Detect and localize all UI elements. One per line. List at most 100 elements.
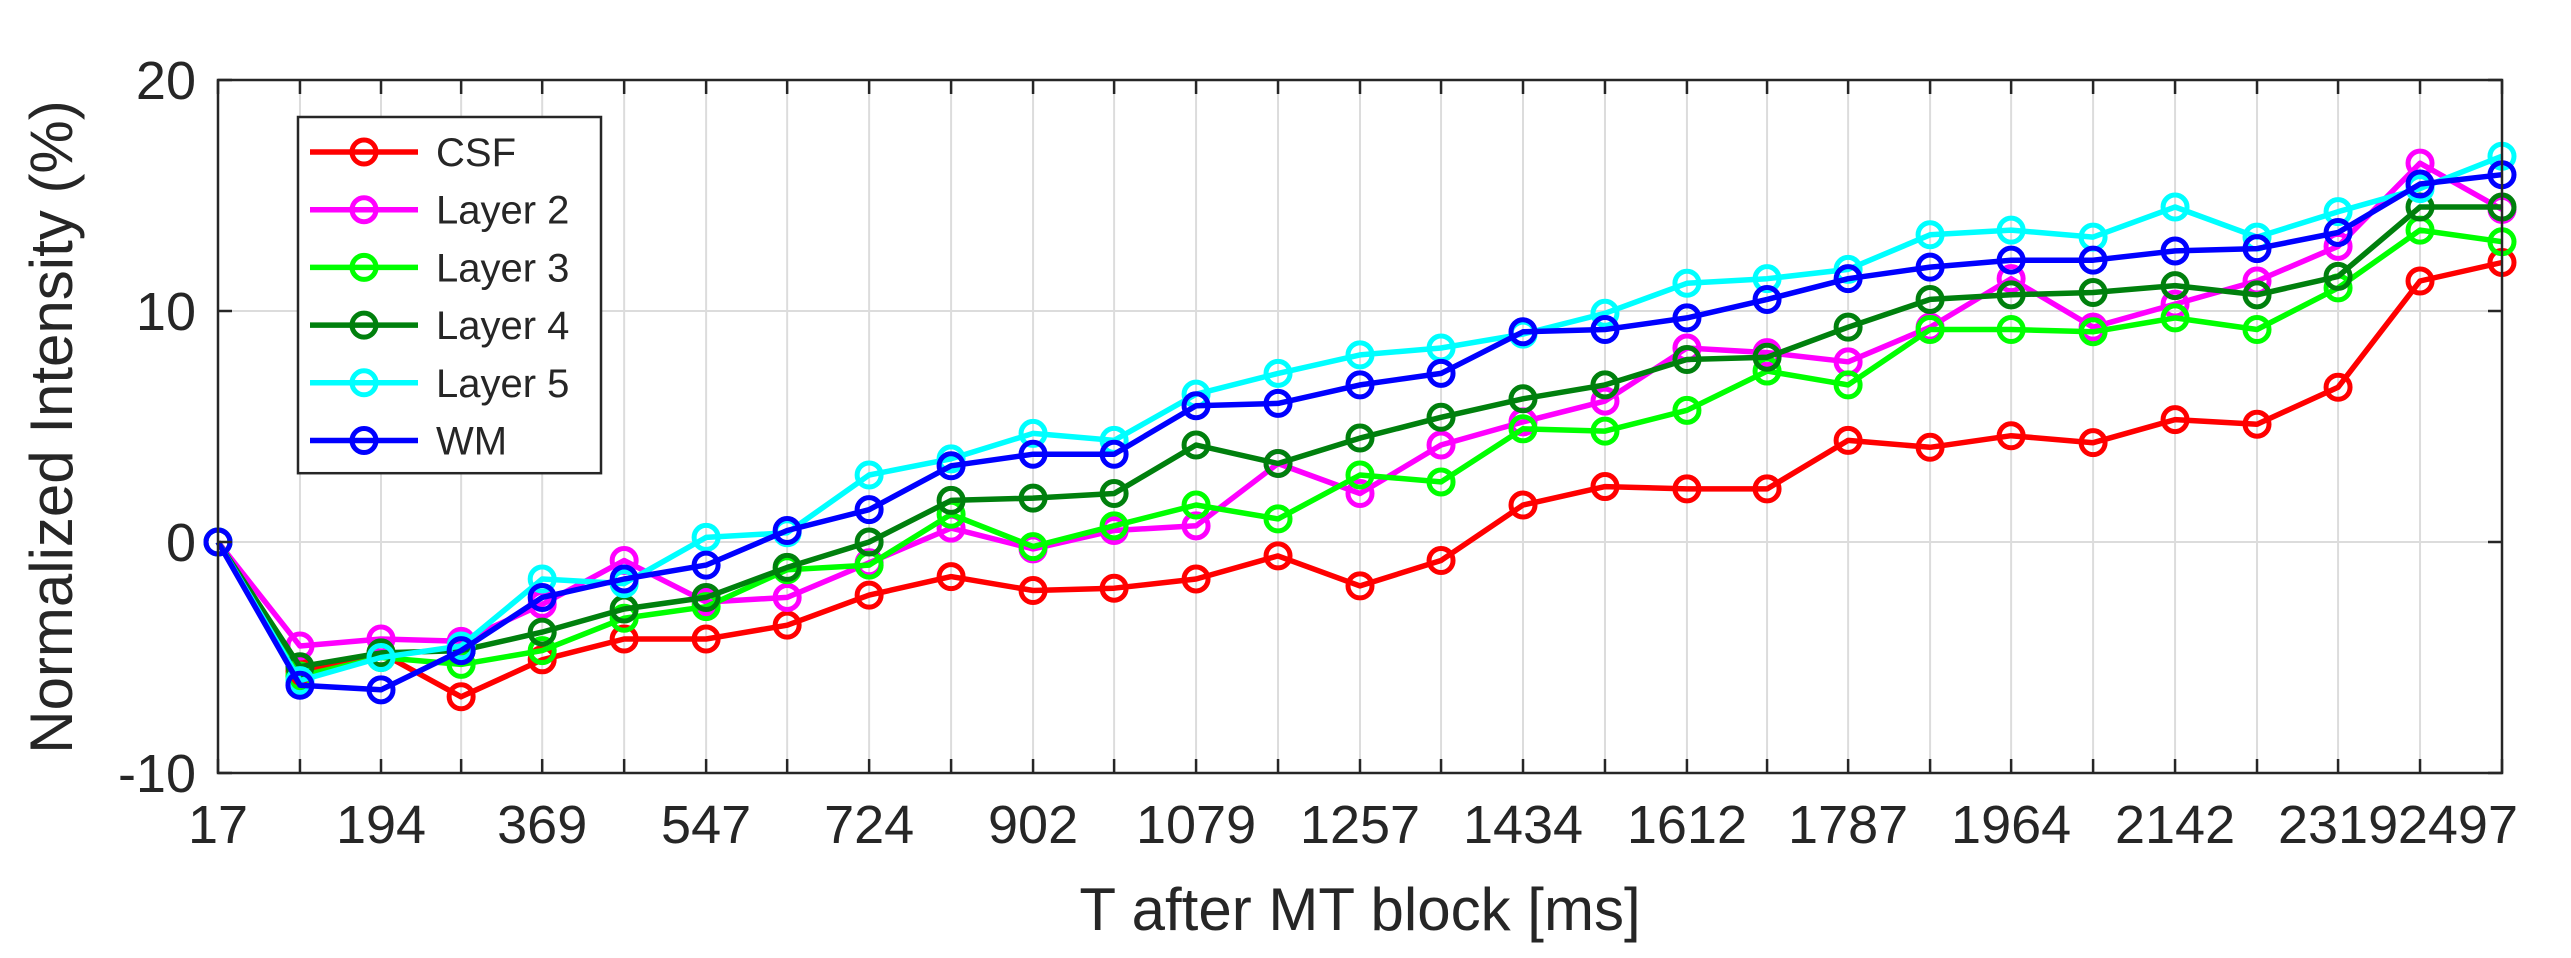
legend-label: Layer 2 [436, 189, 569, 233]
data-point [1426, 430, 1456, 460]
x-tick-label: 2142 [2115, 795, 2235, 855]
data-point [1181, 430, 1211, 460]
x-tick-label: 547 [661, 795, 751, 855]
data-point [1018, 418, 1048, 448]
data-point [527, 564, 557, 594]
data-point [1018, 439, 1048, 469]
data-point [1263, 358, 1293, 388]
data-point [1426, 467, 1456, 497]
data-point [2078, 428, 2108, 458]
data-point [1915, 432, 1945, 462]
data-point [1345, 370, 1375, 400]
data-point [691, 522, 721, 552]
data-point [1345, 478, 1375, 508]
x-tick-label: 1434 [1463, 795, 1583, 855]
legend-swatch-marker [349, 252, 379, 282]
x-tick-label: 2497 [2398, 795, 2518, 855]
series-layer-4 [203, 192, 2517, 682]
data-point [1672, 345, 1702, 375]
data-point [854, 460, 884, 490]
data-point [1508, 414, 1538, 444]
data-point [446, 682, 476, 712]
data-point [1590, 298, 1620, 328]
data-point [772, 515, 802, 545]
legend-swatch-marker [349, 195, 379, 225]
legend-label: Layer 4 [436, 304, 569, 348]
grid-lines [218, 80, 2502, 773]
series-line [215, 204, 2502, 670]
data-point [1263, 448, 1293, 478]
x-axis-label: T after MT block [ms] [1079, 876, 1640, 943]
data-point [936, 562, 966, 592]
series-line [215, 160, 2504, 649]
data-point [1752, 284, 1782, 314]
x-tick-label: 369 [497, 795, 587, 855]
data-point [1099, 478, 1129, 508]
data-point [1915, 314, 1945, 344]
x-tick-label: 724 [824, 795, 914, 855]
data-point [1099, 439, 1129, 469]
data-point [1263, 388, 1293, 418]
data-point [1672, 268, 1702, 298]
data-point [2242, 409, 2272, 439]
data-point [1672, 303, 1702, 333]
data-point [1996, 215, 2026, 245]
y-tick-label: 10 [136, 282, 196, 342]
legend-swatch-marker [349, 426, 379, 455]
legend-label: CSF [436, 131, 516, 175]
data-point [772, 582, 802, 612]
data-point [854, 527, 884, 557]
data-point [1508, 317, 1538, 347]
data-point [691, 582, 721, 612]
data-point [2160, 271, 2190, 301]
data-point [1996, 280, 2026, 310]
legend-swatch-marker [349, 310, 379, 340]
x-tick-label: 2319 [2278, 795, 2398, 855]
data-point [527, 636, 557, 666]
data-point [1996, 264, 2026, 294]
data-point [2405, 266, 2435, 296]
data-point [2323, 217, 2353, 247]
data-point [936, 485, 966, 515]
data-point [1590, 416, 1620, 446]
data-point [2160, 192, 2190, 222]
data-point [527, 582, 557, 612]
data-point [1672, 474, 1702, 504]
x-tick-label: 1787 [1788, 795, 1908, 855]
data-point [2242, 234, 2272, 264]
data-point [1590, 386, 1620, 416]
data-point [1345, 423, 1375, 453]
data-point [1915, 284, 1945, 314]
axis-ticks: 17 194 369 547 724 902 1079 1257 1434 1612 1787 196… [118, 51, 2518, 855]
data-point [1099, 573, 1129, 603]
data-point [1181, 490, 1211, 520]
data-point [691, 550, 721, 580]
data-point [1833, 370, 1863, 400]
data-point [1833, 312, 1863, 342]
legend-item: Layer 2 [310, 189, 569, 233]
x-tick-label: 17 [188, 795, 248, 855]
legend-swatch-marker [349, 137, 379, 167]
data-point [609, 564, 639, 594]
series-lines [203, 141, 2517, 712]
legend-label: WM [436, 420, 507, 464]
data-point [1426, 545, 1456, 575]
data-point [1915, 252, 1945, 282]
data-point [1833, 425, 1863, 455]
data-point [2323, 261, 2353, 291]
legend-swatch-marker [349, 368, 379, 398]
data-point [2078, 317, 2108, 347]
data-point [527, 617, 557, 647]
legend-item: Layer 5 [310, 362, 569, 406]
data-point [772, 610, 802, 640]
legend: CSF Layer 2 Layer 3 Layer 4 Layer 5 WM [296, 115, 603, 475]
data-point [366, 675, 396, 705]
data-point [1672, 395, 1702, 425]
y-tick-label: 20 [136, 51, 196, 111]
data-point [1996, 421, 2026, 451]
series-line [215, 259, 2503, 700]
data-point [1508, 384, 1538, 414]
legend-label: Layer 3 [436, 246, 569, 290]
series-line [215, 227, 2503, 679]
